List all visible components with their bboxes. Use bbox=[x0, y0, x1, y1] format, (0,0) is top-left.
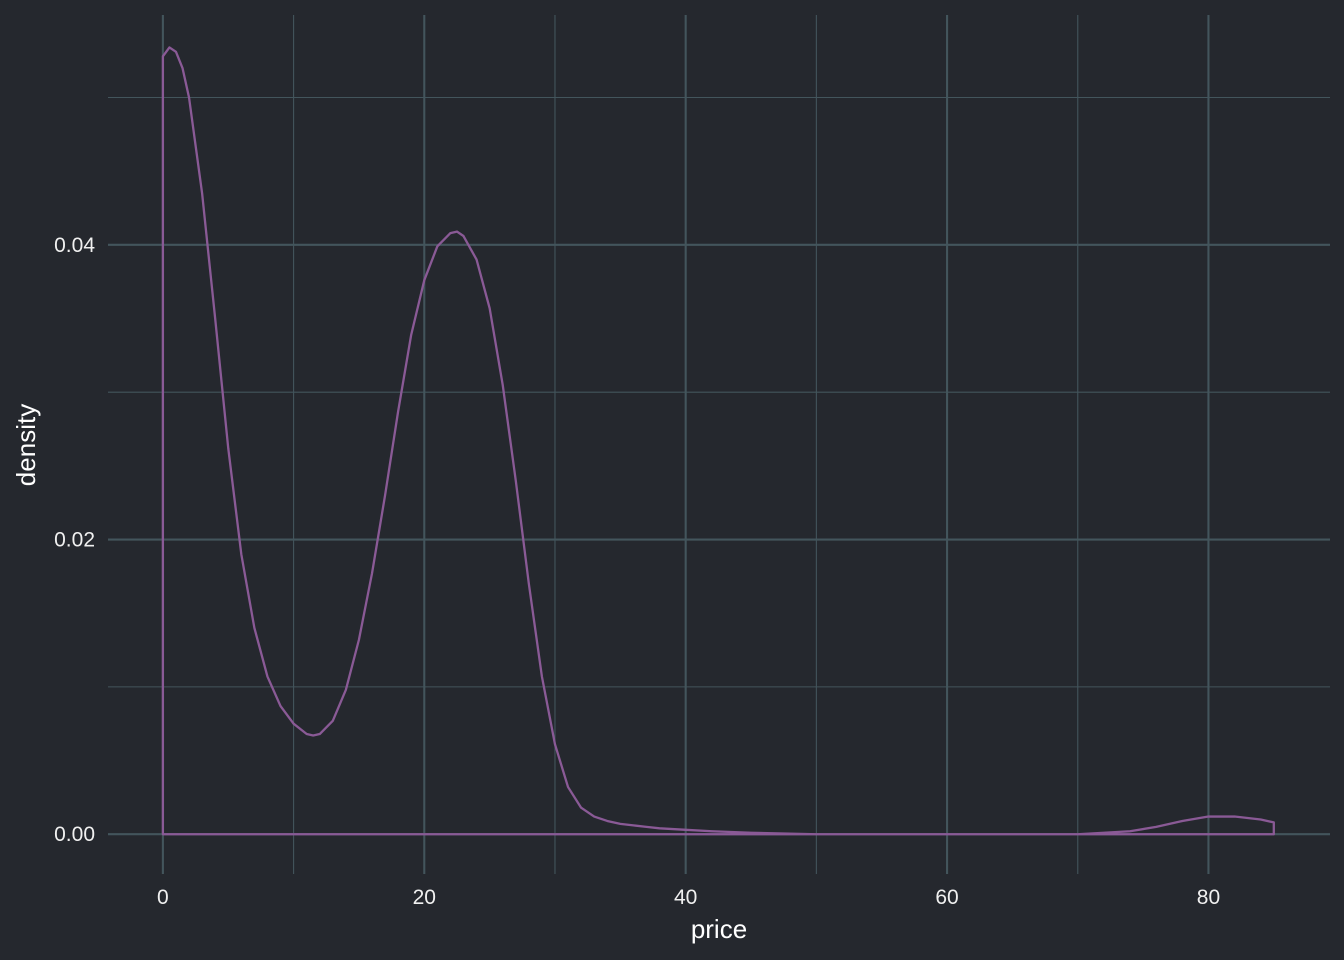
x-tick-label-0: 0 bbox=[157, 886, 169, 909]
y-tick-label-2: 0.04 bbox=[54, 234, 95, 257]
x-tick-label-1: 20 bbox=[413, 886, 436, 909]
x-tick-labels: 0 20 40 60 80 bbox=[157, 886, 1220, 909]
grid-minor bbox=[108, 15, 1330, 874]
grid-major bbox=[108, 15, 1330, 874]
curve-layer bbox=[161, 46, 1275, 836]
y-axis-title: density bbox=[11, 404, 41, 486]
density-curve bbox=[161, 46, 1275, 836]
x-axis-title: price bbox=[691, 914, 747, 944]
y-tick-label-1: 0.02 bbox=[54, 529, 95, 552]
y-tick-label-0: 0.00 bbox=[54, 823, 95, 846]
x-tick-label-2: 40 bbox=[674, 886, 697, 909]
x-tick-label-4: 80 bbox=[1197, 886, 1220, 909]
y-tick-labels: 0.00 0.02 0.04 bbox=[54, 234, 95, 846]
x-tick-label-3: 60 bbox=[935, 886, 958, 909]
